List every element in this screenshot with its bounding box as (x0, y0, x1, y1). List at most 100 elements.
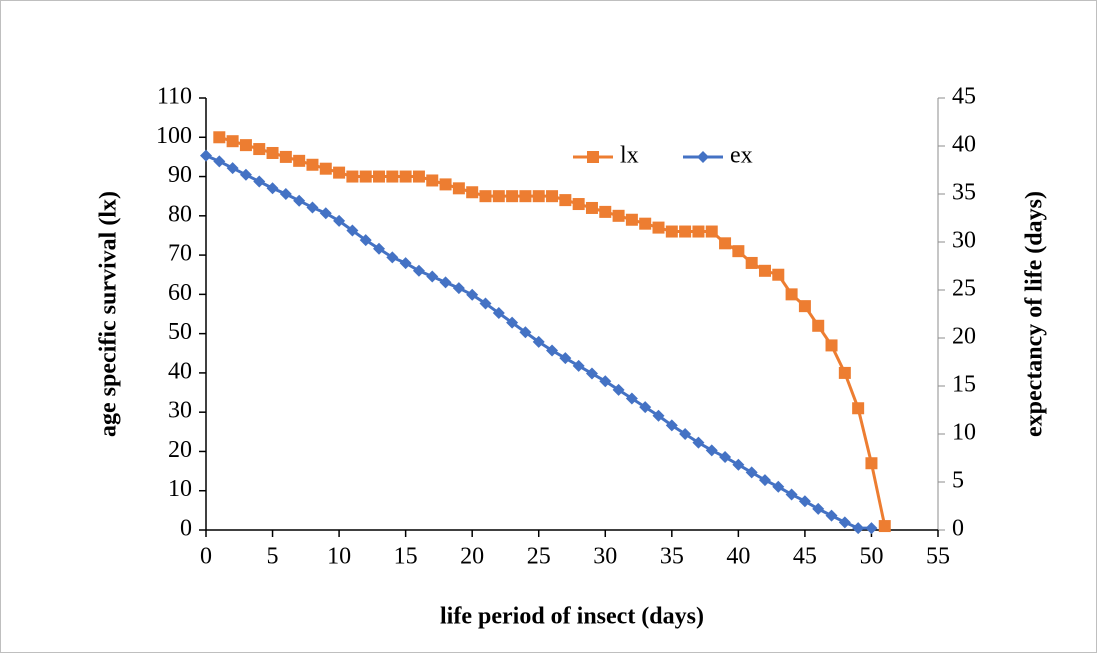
marker (585, 201, 598, 214)
legend-label: lx (620, 143, 639, 169)
marker (732, 458, 745, 471)
marker (705, 444, 718, 457)
x-tick-label: 40 (726, 544, 750, 570)
marker (266, 146, 279, 159)
marker (412, 170, 425, 183)
y-tick-label: 40 (168, 358, 192, 384)
marker (758, 474, 771, 487)
y-axis-label: age specific survival (lx) (96, 191, 122, 437)
marker (838, 516, 851, 529)
y-tick-label: 30 (168, 398, 192, 424)
marker (679, 225, 692, 238)
marker (492, 190, 505, 203)
marker (200, 149, 212, 162)
x-tick-label: 0 (200, 544, 212, 570)
marker (346, 170, 359, 183)
marker (585, 367, 598, 380)
marker (506, 316, 519, 329)
marker (865, 457, 878, 470)
marker (639, 217, 652, 230)
marker (825, 509, 838, 522)
x-tick-label: 45 (793, 544, 817, 570)
marker (359, 170, 372, 183)
y-tick-label: 90 (168, 162, 192, 188)
y2-axis-label: expectancy of life (days) (1022, 191, 1048, 437)
marker (293, 194, 306, 207)
marker (386, 170, 399, 183)
marker (333, 214, 346, 227)
marker (878, 520, 891, 533)
y-tick-label: 10 (168, 476, 192, 502)
marker (612, 383, 625, 396)
marker (213, 131, 226, 144)
marker (452, 282, 465, 295)
legend-marker (587, 151, 599, 163)
y2-tick-label: 30 (952, 228, 976, 254)
marker (785, 488, 798, 501)
y-tick-label: 70 (168, 241, 192, 267)
y-tick-label: 50 (168, 319, 192, 345)
marker (306, 158, 319, 171)
marker (719, 237, 732, 250)
marker (798, 495, 811, 508)
x-tick-label: 20 (460, 544, 484, 570)
marker (745, 466, 758, 479)
marker (306, 201, 319, 214)
marker (279, 188, 292, 200)
y-tick-label: 60 (168, 280, 192, 306)
marker (226, 135, 239, 148)
x-tick-label: 10 (327, 544, 351, 570)
marker (466, 288, 479, 301)
y-tick-label: 80 (168, 201, 192, 227)
marker (852, 402, 865, 415)
y2-tick-label: 35 (952, 180, 976, 206)
marker (625, 213, 638, 226)
marker (279, 150, 292, 163)
marker (559, 352, 572, 365)
marker (546, 344, 559, 357)
marker (572, 359, 585, 372)
marker (412, 264, 425, 277)
marker (439, 178, 452, 191)
marker (346, 224, 359, 237)
marker (452, 182, 465, 195)
marker (665, 225, 678, 238)
marker (798, 300, 811, 313)
marker (599, 205, 612, 218)
marker (239, 139, 252, 152)
x-tick-label: 25 (527, 544, 551, 570)
marker (732, 245, 745, 258)
marker (599, 375, 612, 388)
marker (293, 154, 306, 167)
y2-tick-label: 40 (952, 132, 976, 158)
legend-marker (697, 151, 709, 163)
x-tick-label: 15 (394, 544, 418, 570)
y2-tick-label: 15 (952, 372, 976, 398)
marker (319, 207, 332, 220)
marker (612, 209, 625, 222)
marker (399, 257, 412, 270)
x-tick-label: 30 (593, 544, 617, 570)
marker (758, 264, 771, 277)
marker (692, 225, 705, 238)
marker (772, 480, 785, 493)
marker (559, 194, 572, 207)
x-tick-label: 50 (859, 544, 883, 570)
marker (838, 366, 851, 379)
marker (426, 174, 439, 187)
y2-tick-label: 10 (952, 420, 976, 446)
marker (319, 162, 332, 175)
y2-tick-label: 5 (952, 468, 964, 494)
marker (519, 326, 532, 339)
marker (572, 198, 585, 211)
marker (253, 175, 266, 188)
marker (532, 335, 545, 348)
marker (426, 270, 439, 283)
y2-tick-label: 25 (952, 276, 976, 302)
marker (546, 190, 559, 203)
y2-tick-label: 45 (952, 84, 976, 110)
marker (825, 339, 838, 352)
marker (692, 436, 705, 449)
